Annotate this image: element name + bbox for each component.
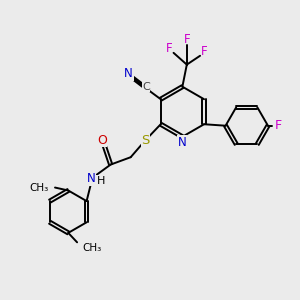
Text: C: C [142,82,150,92]
Text: CH₃: CH₃ [82,243,101,253]
Text: N: N [87,172,95,185]
Text: F: F [184,33,190,46]
Text: H: H [97,176,105,186]
Text: F: F [275,119,282,132]
Text: O: O [97,134,107,147]
Text: N: N [178,136,187,148]
Text: F: F [166,42,172,55]
Text: N: N [124,68,133,80]
Text: F: F [201,45,208,58]
Text: S: S [141,134,150,147]
Text: CH₃: CH₃ [29,182,49,193]
